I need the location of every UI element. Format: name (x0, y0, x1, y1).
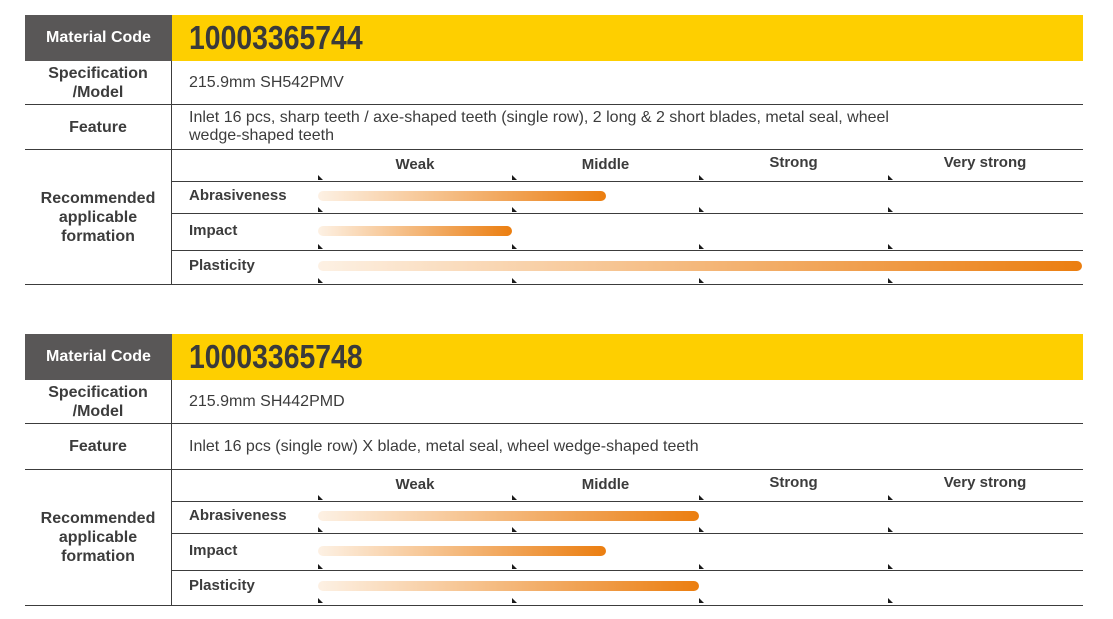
level-header-middle: Middle (581, 156, 630, 173)
grid-separator (172, 501, 1083, 502)
scale-tick (318, 244, 323, 249)
feature-line1: Inlet 16 pcs, sharp teeth / axe-shaped t… (189, 109, 889, 126)
grid-separator (172, 533, 1083, 534)
level-header-strong: Strong (769, 154, 818, 171)
material-code-row: Material Code 10003365748 (25, 334, 1083, 380)
property-label-impact: Impact (189, 541, 238, 559)
material-code-row: Material Code 10003365744 (25, 15, 1083, 61)
formation-grid: Weak Middle Strong Very strong Abrasiveness I… (172, 150, 1083, 284)
feature-label: Feature (25, 424, 172, 469)
level-header-weak: Weak (395, 476, 435, 493)
property-label-abrasiveness: Abrasiveness (189, 187, 287, 204)
grid-separator (172, 181, 1083, 182)
level-header-very-strong: Very strong (943, 474, 1027, 491)
formation-label-line2: applicable (58, 208, 138, 226)
spec-label-line2: /Model (72, 83, 124, 101)
spec-label-line2: /Model (72, 402, 124, 420)
scale-tick (318, 278, 323, 283)
scale-tick (888, 244, 893, 249)
grid-separator (172, 570, 1083, 571)
scale-tick (512, 564, 517, 569)
scale-tick (512, 244, 517, 249)
level-header-middle: Middle (581, 476, 630, 493)
scale-tick (888, 207, 893, 212)
property-label-abrasiveness: Abrasiveness (189, 507, 287, 524)
scale-tick (512, 495, 517, 500)
material-code-number: 10003365748 (189, 338, 363, 375)
spec-label-line1: Specification (48, 64, 148, 82)
grid-separator (172, 250, 1083, 251)
spec-row: Specification/Model 215.9mm SH442PMD (25, 380, 1083, 424)
scale-tick (699, 495, 704, 500)
scale-tick (318, 598, 323, 603)
spec-label: Specification/Model (25, 61, 172, 104)
scale-tick (318, 564, 323, 569)
rating-bar-abrasiveness (318, 191, 606, 201)
scale-tick (512, 527, 517, 532)
scale-tick (699, 278, 704, 283)
spec-row: Specification/Model 215.9mm SH542PMV (25, 61, 1083, 105)
scale-tick (318, 207, 323, 212)
feature-value: Inlet 16 pcs, sharp teeth / axe-shaped t… (172, 105, 1083, 149)
material-code-number: 10003365744 (189, 19, 363, 56)
formation-label-line1: Recommended (40, 510, 156, 527)
spec-value: 215.9mm SH442PMD (189, 392, 345, 410)
scale-tick (888, 175, 893, 180)
level-header-strong: Strong (769, 474, 818, 491)
feature-value: Inlet 16 pcs (single row) X blade, metal… (189, 437, 699, 455)
formation-label: Recommended applicable formation (25, 470, 172, 605)
scale-tick (888, 527, 893, 532)
scale-tick (318, 527, 323, 532)
scale-tick (512, 278, 517, 283)
scale-tick (699, 244, 704, 249)
grid-separator (172, 213, 1083, 214)
scale-tick (699, 598, 704, 603)
formation-label-line2: applicable (58, 529, 138, 546)
rating-bar-plasticity (318, 581, 699, 591)
scale-tick (512, 175, 517, 180)
scale-tick (888, 564, 893, 569)
formation-label-line3: formation (61, 227, 135, 245)
rating-bar-impact (318, 545, 606, 556)
scale-tick (699, 527, 704, 532)
rating-bar-plasticity (318, 261, 1082, 271)
feature-row: Feature Inlet 16 pcs, sharp teeth / axe-… (25, 105, 1083, 150)
spec-value: 215.9mm SH542PMV (189, 73, 344, 91)
formation-label-line3: formation (61, 548, 135, 565)
material-code-label: Material Code (25, 15, 172, 61)
formation-row: Recommended applicable formation Weak Middl… (25, 470, 1083, 606)
spec-label-line1: Specification (48, 383, 148, 401)
scale-tick (699, 175, 704, 180)
level-header-weak: Weak (395, 156, 435, 173)
property-label-impact: Impact (189, 221, 238, 239)
material-code-value: 10003365744 (172, 15, 1083, 61)
scale-tick (318, 175, 323, 180)
scale-tick (888, 278, 893, 283)
formation-label-line1: Recommended (40, 189, 156, 207)
formation-grid: Weak Middle Strong Very strong Abrasiveness I… (172, 470, 1083, 605)
property-label-plasticity: Plasticity (189, 257, 255, 274)
rating-bar-abrasiveness (318, 511, 699, 521)
scale-tick (888, 598, 893, 603)
scale-tick (888, 495, 893, 500)
formation-label: Recommended applicable formation (25, 150, 172, 284)
property-label-plasticity: Plasticity (189, 577, 255, 594)
material-code-label: Material Code (25, 334, 172, 380)
feature-label: Feature (25, 105, 172, 149)
formation-row: Recommended applicable formation Weak Middl… (25, 150, 1083, 285)
material-code-value: 10003365748 (172, 334, 1083, 380)
feature-line2: wedge-shaped teeth (189, 127, 334, 144)
scale-tick (699, 207, 704, 212)
scale-tick (318, 495, 323, 500)
feature-row: Feature Inlet 16 pcs (single row) X blad… (25, 424, 1083, 470)
scale-tick (512, 598, 517, 603)
scale-tick (512, 207, 517, 212)
scale-tick (699, 564, 704, 569)
spec-label: Specification/Model (25, 380, 172, 423)
product-card-1: Material Code 10003365744 Specification /… (25, 15, 1083, 285)
rating-bar-impact (318, 225, 512, 236)
level-header-very-strong: Very strong (943, 154, 1027, 171)
product-card-2: Material Code 10003365748 Specification /… (25, 334, 1083, 606)
